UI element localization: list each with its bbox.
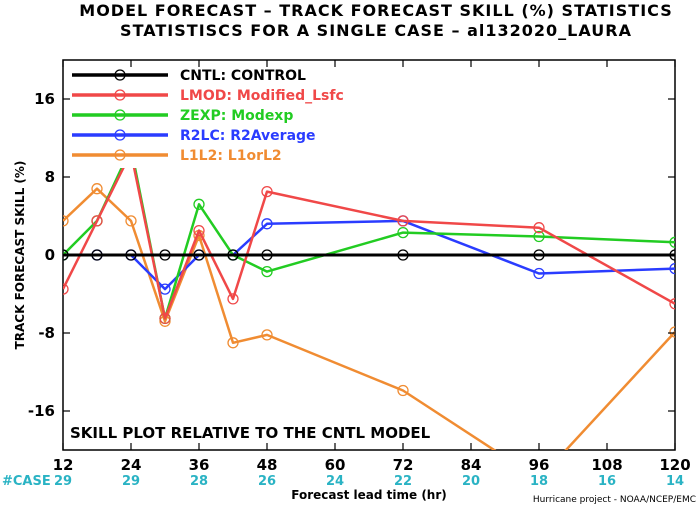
legend-label: ZEXP: Modexp — [180, 108, 293, 124]
case-count: 26 — [258, 474, 276, 489]
x-tick-label: 72 — [393, 456, 414, 474]
data-point — [261, 329, 273, 341]
legend-marker — [114, 129, 126, 141]
data-point — [91, 249, 103, 261]
legend-label: LMOD: Modified_Lsfc — [180, 88, 344, 104]
legend-entry: ZEXP: Modexp — [72, 108, 293, 124]
data-point — [193, 224, 205, 237]
data-point — [63, 283, 69, 295]
legend-marker — [114, 149, 126, 161]
data-point — [669, 236, 675, 248]
series-line — [63, 187, 675, 450]
data-point — [193, 249, 205, 261]
data-point — [125, 249, 137, 261]
x-tick-label: 108 — [591, 456, 622, 474]
chart-subtitle: STATISTISCS FOR A SINGLE CASE – al132020… — [120, 21, 632, 40]
x-tick-label: 24 — [121, 456, 142, 474]
legend: CNTL: CONTROL LMOD: Modified_Lsfc ZEXP: Mo… — [66, 63, 411, 168]
data-point — [63, 215, 69, 227]
data-point — [533, 249, 545, 261]
legend-label: L1L2: L1orL2 — [180, 148, 282, 164]
legend-marker — [114, 89, 126, 101]
data-point — [397, 249, 409, 261]
case-count: 22 — [394, 474, 412, 489]
credit-line: Hurricane project - NOAA/NCEP/EMC — [533, 495, 696, 505]
data-point — [159, 312, 171, 325]
data-point — [261, 249, 273, 261]
data-point — [261, 218, 273, 230]
data-point — [227, 337, 239, 349]
data-point — [125, 215, 137, 227]
case-count: 18 — [530, 474, 548, 489]
series-2 — [63, 146, 675, 325]
data-point — [669, 326, 675, 338]
x-tick-label: 36 — [189, 456, 210, 474]
x-tick-label: 84 — [461, 456, 482, 474]
legend-marker — [114, 69, 126, 81]
legend-marker — [114, 109, 126, 121]
case-count: 20 — [462, 474, 480, 489]
legend-label: CNTL: CONTROL — [180, 68, 306, 84]
series-line — [63, 151, 675, 320]
data-point — [669, 262, 675, 275]
legend-label: R2LC: R2Average — [180, 128, 316, 144]
case-count: 28 — [190, 474, 208, 489]
case-count: 29 — [122, 474, 140, 489]
legend-entry: CNTL: CONTROL — [72, 68, 306, 84]
x-tick-label: 96 — [529, 456, 550, 474]
data-point — [193, 198, 205, 210]
case-count: 16 — [598, 474, 616, 489]
y-tick-label: -16 — [28, 402, 55, 420]
data-point — [533, 222, 545, 234]
x-tick-label: 120 — [659, 456, 690, 474]
case-row-label: #CASE — [2, 474, 51, 489]
data-point — [227, 249, 239, 261]
y-tick-label: 16 — [34, 90, 55, 108]
y-tick-label: 8 — [45, 168, 55, 186]
data-point — [227, 293, 239, 305]
data-point — [669, 298, 675, 310]
data-point — [261, 265, 273, 278]
data-point — [533, 267, 545, 280]
legend-entry: R2LC: R2Average — [72, 128, 316, 144]
chart-title: MODEL FORECAST – TRACK FORECAST SKILL (%… — [79, 1, 672, 20]
y-axis-label: TRACK FORECAST SKILL (%) — [13, 161, 27, 350]
data-point — [397, 226, 409, 239]
data-point — [159, 249, 171, 261]
x-tick-label: 48 — [257, 456, 278, 474]
y-tick-label: 0 — [45, 246, 55, 264]
data-point — [533, 230, 545, 243]
series-5 — [63, 183, 675, 450]
x-tick-label: 60 — [325, 456, 346, 474]
relative-skill-note: SKILL PLOT RELATIVE TO THE CNTL MODEL — [70, 424, 431, 442]
x-tick-label: 12 — [53, 456, 74, 474]
case-count: 14 — [666, 474, 684, 489]
case-count: 29 — [54, 474, 72, 489]
data-point — [91, 215, 103, 227]
legend-entry: LMOD: Modified_Lsfc — [72, 88, 344, 104]
series-layer — [63, 142, 675, 450]
legend-entry: L1L2: L1orL2 — [72, 148, 282, 164]
series-3 — [63, 142, 675, 325]
case-count-row: #CASE 29 29 28 26 24 22 20 18 16 14 — [2, 474, 684, 489]
axis-ticks: -16 -8 0 8 16 12 24 36 48 60 72 84 96 108 120 — [28, 60, 691, 474]
data-point — [261, 185, 273, 198]
data-point — [397, 215, 409, 227]
y-tick-label: -8 — [38, 324, 55, 342]
case-count: 24 — [326, 474, 344, 489]
data-point — [91, 183, 103, 195]
data-point — [397, 384, 409, 397]
x-axis-label: Forecast lead time (hr) — [291, 488, 447, 502]
